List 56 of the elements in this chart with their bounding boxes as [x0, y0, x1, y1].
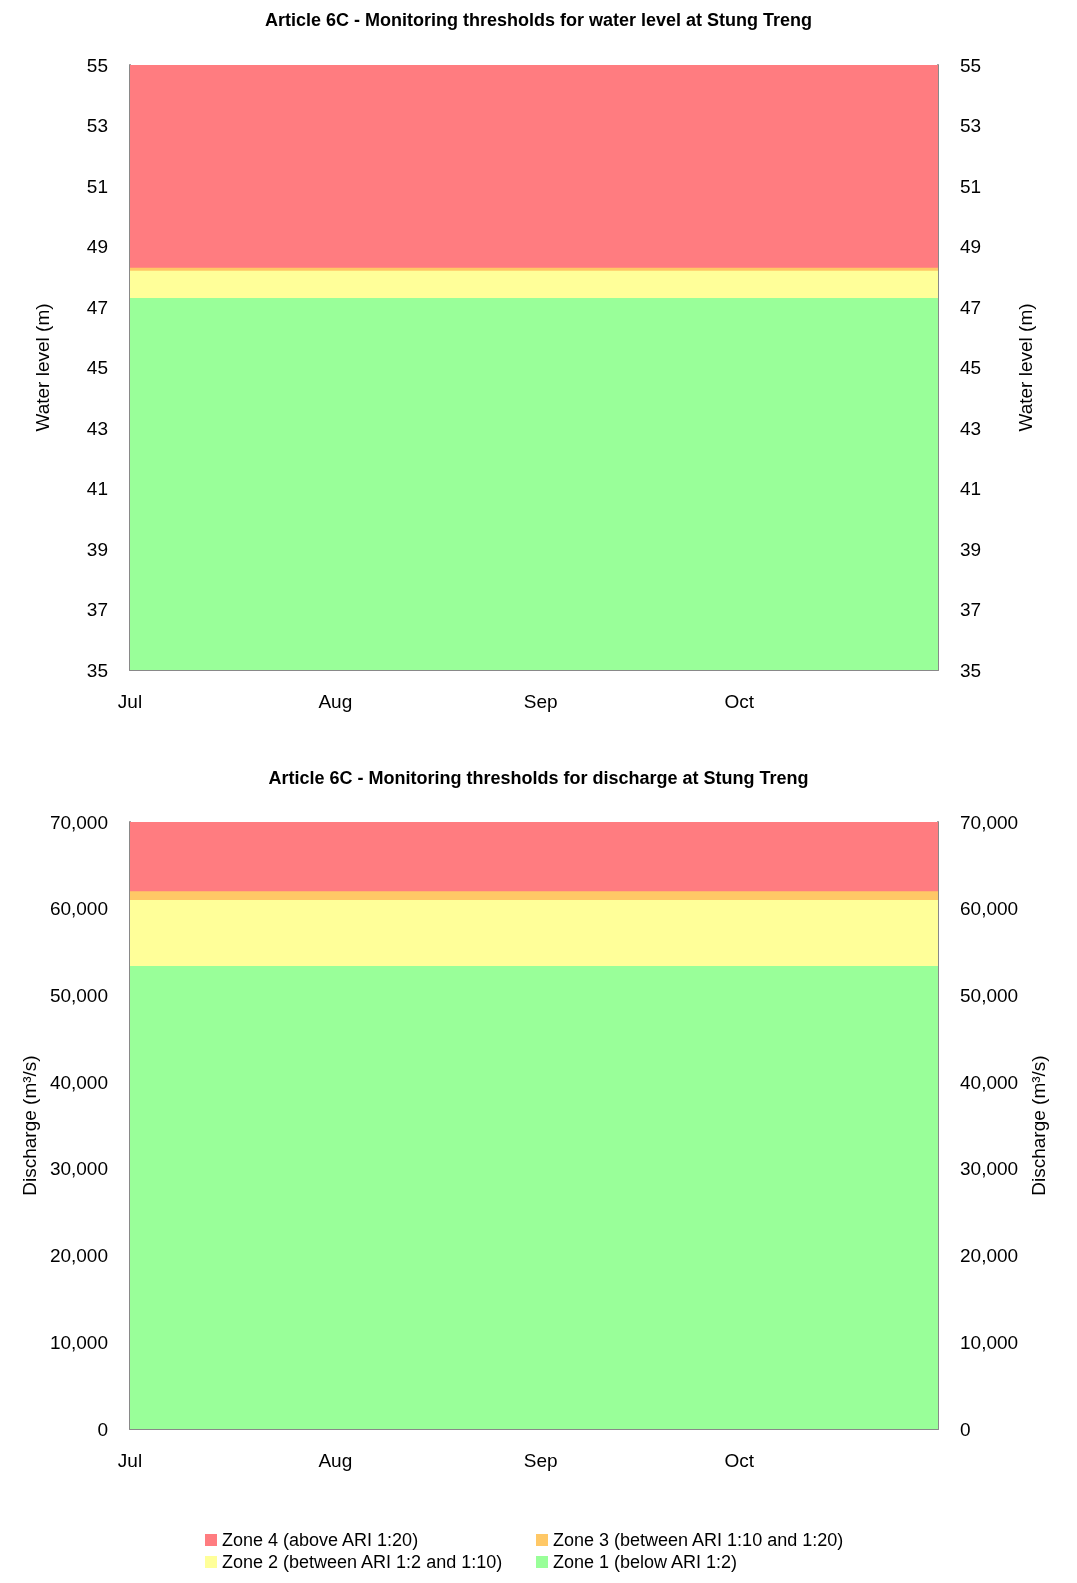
x-tick-label: Oct [724, 1450, 755, 1471]
y-tick-label: 70,000 [49, 811, 108, 833]
x-tick-label: Aug [318, 1450, 353, 1471]
y2-tick-label: 0 [960, 1418, 971, 1440]
y2-tick-label: 45 [960, 357, 982, 378]
legend-label: Zone 1 (below ARI 1:2) [553, 1552, 738, 1572]
y-tick-label: 43 [86, 417, 108, 439]
x-tick-label: Sep [523, 691, 558, 712]
y2-tick-label: 20,000 [960, 1245, 1019, 1267]
y-tick-label: 51 [86, 175, 108, 197]
y2-tick-label: 55 [960, 54, 982, 76]
y2-tick-label: 37 [960, 599, 982, 620]
y-tick-label: 10,000 [49, 1331, 108, 1353]
legend-label: Zone 3 (between ARI 1:10 and 1:20) [553, 1530, 844, 1550]
y-axis-title: Water level (m) [32, 303, 53, 432]
y-tick-label: 47 [86, 296, 108, 318]
x-tick-label: Jul [117, 691, 143, 712]
y2-tick-label: 49 [960, 236, 982, 257]
x-tick-label: Oct [724, 691, 755, 712]
y-tick-label: 35 [86, 659, 108, 681]
chart-title: Article 6C - Monitoring thresholds for discharge at Stung Treng [268, 768, 809, 788]
y-tick-label: 30,000 [49, 1158, 108, 1180]
y2-tick-label: 50,000 [960, 984, 1019, 1006]
y2-tick-label: 40,000 [960, 1071, 1019, 1093]
y-axis-title: Discharge (m³/s) [18, 1055, 40, 1196]
y-tick-label: 40,000 [49, 1071, 108, 1093]
y2-tick-label: 53 [960, 115, 982, 136]
y2-axis-title: Discharge (m³/s) [1028, 1055, 1050, 1196]
x-tick-label: Sep [523, 1450, 558, 1471]
y-tick-label: 45 [86, 357, 108, 378]
y-tick-label: 41 [86, 478, 108, 499]
y-tick-label: 39 [86, 538, 108, 560]
legend-label: Zone 2 (between ARI 1:2 and 1:10) [222, 1552, 503, 1572]
y2-tick-label: 51 [960, 175, 982, 197]
y2-tick-label: 47 [960, 296, 982, 318]
chart-title: Article 6C - Monitoring thresholds for water level at Stung Treng [264, 10, 813, 30]
y2-tick-label: 10,000 [960, 1331, 1019, 1353]
y2-axis-title: Water level (m) [1015, 303, 1036, 432]
x-tick-label: Aug [318, 691, 353, 712]
y-tick-label: 0 [97, 1418, 108, 1440]
y2-tick-label: 39 [960, 538, 982, 560]
y2-tick-label: 35 [960, 659, 982, 681]
y-tick-label: 55 [86, 54, 108, 76]
y-tick-label: 20,000 [49, 1245, 108, 1267]
y2-tick-label: 43 [960, 417, 982, 439]
y2-tick-label: 60,000 [960, 898, 1019, 920]
y2-tick-label: 41 [960, 478, 982, 499]
x-tick-label: Jul [117, 1450, 143, 1471]
y2-tick-label: 70,000 [960, 811, 1019, 833]
legend-label: Zone 4 (above ARI 1:20) [222, 1530, 419, 1550]
y-tick-label: 37 [86, 599, 108, 620]
y-tick-label: 60,000 [49, 898, 108, 920]
y-tick-label: 53 [86, 115, 108, 136]
y2-tick-label: 30,000 [960, 1158, 1019, 1180]
y-tick-label: 50,000 [49, 984, 108, 1006]
y-tick-label: 49 [86, 236, 108, 257]
